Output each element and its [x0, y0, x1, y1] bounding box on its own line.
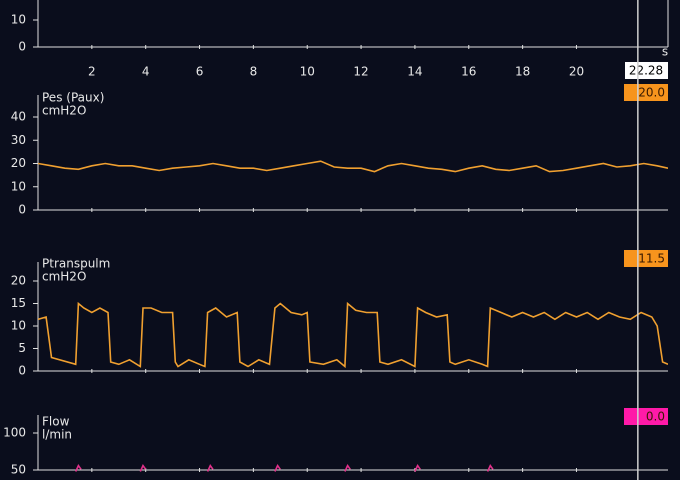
y-tick-label: 10 [11, 179, 26, 193]
waveform [74, 464, 494, 472]
y-tick-label: 10 [11, 12, 26, 26]
panel-title: Pes (Paux) [42, 91, 104, 105]
x-tick-label: 20 [569, 65, 584, 79]
y-tick-label: 0 [18, 203, 26, 217]
x-tick-label: 16 [461, 65, 476, 79]
readout-value: 11.5 [638, 252, 665, 266]
cursor-label: 22.28 [629, 64, 663, 78]
x-tick-label: 18 [515, 65, 530, 79]
readout-value: 0.0 [646, 410, 665, 424]
x-unit: s [662, 45, 668, 59]
y-tick-label: 0 [18, 364, 26, 378]
waveform [38, 160, 668, 173]
y-tick-label: 100 [3, 426, 26, 440]
waveform [38, 301, 668, 369]
x-tick-label: 2 [88, 65, 96, 79]
y-tick-label: 10 [11, 319, 26, 333]
y-tick-label: 20 [11, 274, 26, 288]
readout-box [624, 408, 668, 425]
y-tick-label: 15 [11, 296, 26, 310]
panel-unit: l/min [42, 428, 72, 442]
x-tick-label: 4 [142, 65, 150, 79]
x-tick-label: 12 [353, 65, 368, 79]
y-tick-label: 50 [11, 463, 26, 477]
x-tick-label: 6 [196, 65, 204, 79]
y-tick-label: 20 [11, 156, 26, 170]
panel-unit: cmH2O [42, 104, 86, 118]
x-tick-label: 10 [300, 65, 315, 79]
x-tick-label: 14 [407, 65, 422, 79]
y-tick-label: 5 [18, 341, 26, 355]
panel-title: Flow [42, 415, 70, 429]
panel-title: Ptranspulm [42, 257, 110, 271]
cursor-box [625, 62, 668, 79]
readout-box [624, 250, 668, 267]
y-tick-label: 0 [18, 40, 26, 54]
readout-value: 20.0 [638, 86, 665, 100]
x-tick-label: 8 [250, 65, 258, 79]
y-tick-label: 40 [11, 110, 26, 124]
readout-box [624, 84, 668, 101]
panel-unit: cmH2O [42, 270, 86, 284]
y-tick-label: 30 [11, 133, 26, 147]
